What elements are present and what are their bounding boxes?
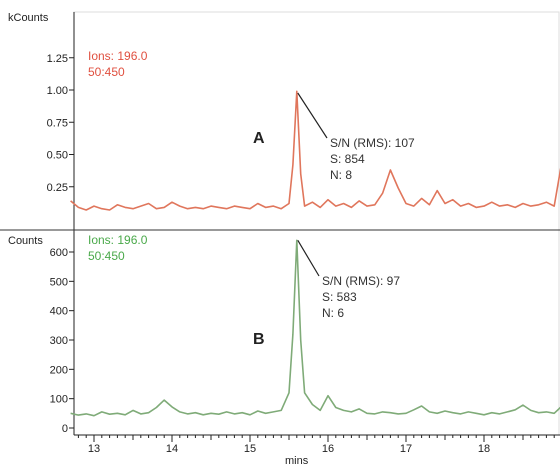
panel-a-annotation-sn: S/N (RMS): 107 xyxy=(330,136,415,150)
panel-a-y-tick-label-2: 0.75 xyxy=(47,117,68,129)
x-tick-label-3: 16 xyxy=(322,443,334,455)
panel-a-annotation-s: S: 854 xyxy=(330,152,365,166)
panel-a: kCounts Ions: 196.0 50:450 A S/N (RMS): … xyxy=(8,12,415,182)
x-tick-label-1: 14 xyxy=(166,443,178,455)
panel-b-y-tick-label-3: 300 xyxy=(50,335,68,347)
panel-b-y-tick-label-2: 200 xyxy=(50,364,68,376)
panel-a-annotation-leader xyxy=(297,92,328,139)
panel-a-y-unit-label: kCounts xyxy=(8,12,49,24)
panel-b-annotation-s: S: 583 xyxy=(322,290,357,304)
panel-a-annotation-n: N: 8 xyxy=(330,168,352,182)
panel-b-ion-label-line-2: 50:450 xyxy=(88,249,125,263)
panel-b-y-tick-label-6: 600 xyxy=(50,247,68,259)
x-tick-label-5: 18 xyxy=(478,443,490,455)
x-tick-label-0: 13 xyxy=(88,443,100,455)
panel-a-y-tick-label-0: 0.25 xyxy=(47,182,68,194)
panel-b-y-tick-label-5: 500 xyxy=(50,276,68,288)
panel-b-annotation-leader xyxy=(297,240,320,277)
panel-b-annotation-n: N: 6 xyxy=(322,306,344,320)
panel-b-trace xyxy=(70,239,560,417)
x-axis-label: mins xyxy=(285,455,309,467)
panel-a-trace xyxy=(70,90,560,211)
panel-a-y-tick-label-3: 1.00 xyxy=(47,85,68,97)
panel-b-y-tick-label-0: 0 xyxy=(62,423,68,435)
panel-a-y-tick-label-4: 1.25 xyxy=(47,53,68,65)
panel-b-y-tick-label-4: 400 xyxy=(50,306,68,318)
panel-b-ion-label-line-1: Ions: 196.0 xyxy=(88,233,148,247)
x-tick-label-4: 17 xyxy=(400,443,412,455)
x-tick-label-2: 15 xyxy=(244,443,256,455)
panel-b-y-tick-label-1: 100 xyxy=(50,394,68,406)
panel-b: Counts Ions: 196.0 50:450 B S/N (RMS): 9… xyxy=(8,233,400,467)
panel-a-ion-label-line-1: Ions: 196.0 xyxy=(88,49,148,63)
panel-a-y-tick-label-1: 0.50 xyxy=(47,150,68,162)
panel-b-annotation-sn: S/N (RMS): 97 xyxy=(322,274,400,288)
panel-a-letter: A xyxy=(253,130,265,147)
plot-frame xyxy=(73,11,560,436)
panel-b-y-unit-label: Counts xyxy=(8,235,43,247)
panel-b-letter: B xyxy=(253,331,265,348)
panel-a-ion-label-line-2: 50:450 xyxy=(88,65,125,79)
